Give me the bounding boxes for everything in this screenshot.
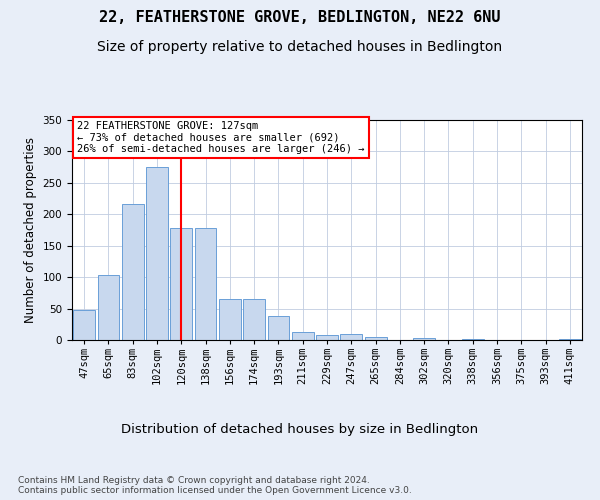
- Bar: [559, 338, 581, 340]
- Bar: [413, 338, 435, 340]
- Text: 22 FEATHERSTONE GROVE: 127sqm
← 73% of detached houses are smaller (692)
26% of : 22 FEATHERSTONE GROVE: 127sqm ← 73% of d…: [77, 121, 365, 154]
- Bar: [194, 228, 217, 340]
- Bar: [170, 228, 192, 340]
- Text: Size of property relative to detached houses in Bedlington: Size of property relative to detached ho…: [97, 40, 503, 54]
- Bar: [97, 276, 119, 340]
- Bar: [243, 299, 265, 340]
- Bar: [292, 332, 314, 340]
- Bar: [219, 299, 241, 340]
- Text: Contains HM Land Registry data © Crown copyright and database right 2024.
Contai: Contains HM Land Registry data © Crown c…: [18, 476, 412, 495]
- Text: 22, FEATHERSTONE GROVE, BEDLINGTON, NE22 6NU: 22, FEATHERSTONE GROVE, BEDLINGTON, NE22…: [99, 10, 501, 25]
- Bar: [340, 334, 362, 340]
- Bar: [73, 310, 95, 340]
- Text: Distribution of detached houses by size in Bedlington: Distribution of detached houses by size …: [121, 422, 479, 436]
- Bar: [122, 204, 143, 340]
- Bar: [365, 338, 386, 340]
- Bar: [146, 167, 168, 340]
- Bar: [316, 335, 338, 340]
- Y-axis label: Number of detached properties: Number of detached properties: [24, 137, 37, 323]
- Bar: [268, 316, 289, 340]
